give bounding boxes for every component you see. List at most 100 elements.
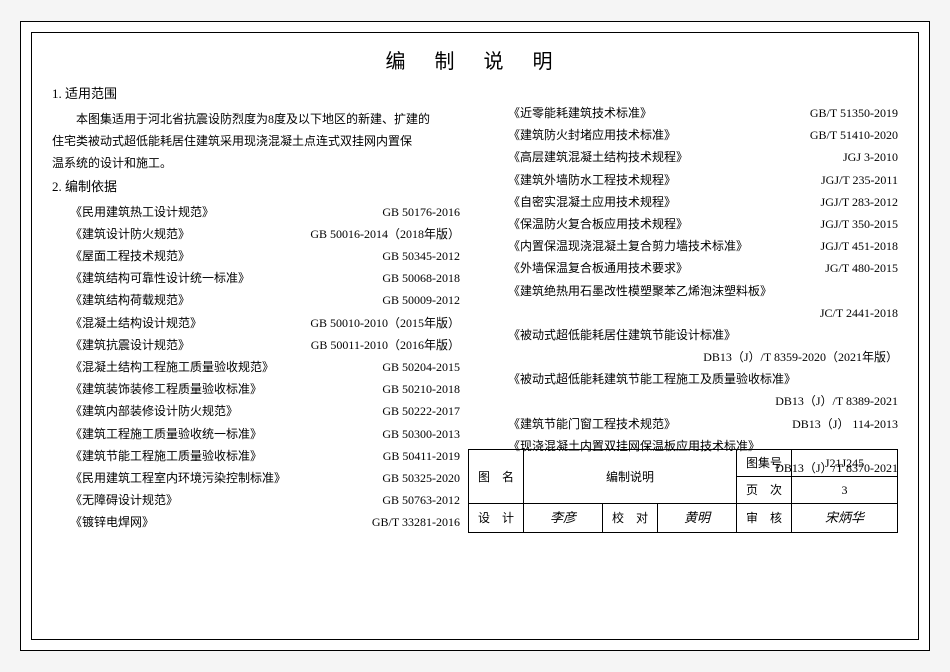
std-code: GB 50016-2014（2018年版） xyxy=(310,223,460,245)
std-row: 《保温防火复合板应用技术规程》 JGJ/T 350-2015 xyxy=(490,213,898,235)
para-line: 温系统的设计和施工。 xyxy=(52,152,460,174)
para-line: 住宅类被动式超低能耗居住建筑采用现浇混凝土点连式双挂网内置保 xyxy=(52,130,460,152)
std-name: 《建筑设计防火规范》 xyxy=(70,223,190,245)
std-name: 《高层建筑混凝土结构技术规程》 xyxy=(508,146,688,168)
std-code: GB 50009-2012 xyxy=(382,289,460,311)
sheji-value: 李彦 xyxy=(524,504,603,533)
std-name: 《建筑节能门窗工程技术规范》 xyxy=(508,413,676,435)
tuming-label: 图 名 xyxy=(469,450,524,504)
shenhe-value: 宋炳华 xyxy=(792,504,898,533)
footer-table: 图 名 编制说明 图集号 J21J245 页 次 3 设 计 李彦 校 对 黄明 xyxy=(468,449,898,533)
std-code: JC/T 2441-2018 xyxy=(490,302,898,324)
content-columns: 1. 适用范围 本图集适用于河北省抗震设防烈度为8度及以下地区的新建、扩建的 住… xyxy=(52,82,898,533)
std-name: 《屋面工程技术规范》 xyxy=(70,245,190,267)
std-row: 《建筑设计防火规范》 GB 50016-2014（2018年版） xyxy=(52,223,460,245)
std-row: 《混凝土结构设计规范》 GB 50010-2010（2015年版） xyxy=(52,312,460,334)
std-row: 《建筑防火封堵应用技术标准》 GB/T 51410-2020 xyxy=(490,124,898,146)
std-name: 《建筑外墙防水工程技术规程》 xyxy=(508,169,676,191)
std-code: GB 50325-2020 xyxy=(382,467,460,489)
std-row: 《屋面工程技术规范》 GB 50345-2012 xyxy=(52,245,460,267)
std-code: DB13（J） 114-2013 xyxy=(792,413,898,435)
std-code: GB 50176-2016 xyxy=(382,201,460,223)
std-row: 《建筑结构荷载规范》 GB 50009-2012 xyxy=(52,289,460,311)
std-name: 《建筑结构荷载规范》 xyxy=(70,289,190,311)
std-code: GB 50210-2018 xyxy=(382,378,460,400)
section-1-head: 1. 适用范围 xyxy=(52,82,460,106)
std-row: 《建筑内部装修设计防火规范》 GB 50222-2017 xyxy=(52,400,460,422)
std-row: 《建筑节能工程施工质量验收标准》 GB 50411-2019 xyxy=(52,445,460,467)
std-name: 《建筑结构可靠性设计统一标准》 xyxy=(70,267,250,289)
std-name: 《保温防火复合板应用技术规程》 xyxy=(508,213,688,235)
std-name: 《被动式超低能耗居住建筑节能设计标准》 xyxy=(490,324,736,346)
std-row: 《建筑装饰装修工程质量验收标准》 GB 50210-2018 xyxy=(52,378,460,400)
std-code: JG/T 480-2015 xyxy=(825,257,898,279)
page-frame: 编 制 说 明 1. 适用范围 本图集适用于河北省抗震设防烈度为8度及以下地区的… xyxy=(20,21,930,651)
std-row: 《外墙保温复合板通用技术要求》 JG/T 480-2015 xyxy=(490,257,898,279)
tujihao-value: J21J245 xyxy=(792,450,898,477)
std-code: DB13（J）/T 8389-2021 xyxy=(490,390,898,412)
std-name: 《混凝土结构工程施工质量验收规范》 xyxy=(70,356,274,378)
std-name: 《建筑绝热用石墨改性模塑聚苯乙烯泡沫塑料板》 xyxy=(490,280,772,302)
std-row: 《无障碍设计规范》GB 50763-2012 xyxy=(52,489,460,511)
std-code: JGJ 3-2010 xyxy=(843,146,898,168)
yeci-value: 3 xyxy=(792,477,898,504)
std-code: GB 50010-2010（2015年版） xyxy=(310,312,460,334)
std-name: 《混凝土结构设计规范》 xyxy=(70,312,202,334)
std-row: 《自密实混凝土应用技术规程》 JGJ/T 283-2012 xyxy=(490,191,898,213)
std-row: 《被动式超低能耗居住建筑节能设计标准》 xyxy=(490,324,898,346)
tujihao-label: 图集号 xyxy=(737,450,792,477)
jiaodui-label: 校 对 xyxy=(603,504,658,533)
tuming-value: 编制说明 xyxy=(524,450,737,504)
std-code: GB 50411-2019 xyxy=(383,445,460,467)
std-code: GB 50222-2017 xyxy=(382,400,460,422)
std-row: 《建筑外墙防水工程技术规程》 JGJ/T 235-2011 xyxy=(490,169,898,191)
std-name: 《外墙保温复合板通用技术要求》 xyxy=(508,257,688,279)
std-code: DB13（J）/T 8359-2020（2021年版） xyxy=(490,346,898,368)
std-name: 《镀锌电焊网》 xyxy=(70,511,154,533)
std-row: 《建筑结构可靠性设计统一标准》GB 50068-2018 xyxy=(52,267,460,289)
std-name: 《建筑工程施工质量验收统一标准》 xyxy=(70,423,262,445)
std-row: 《被动式超低能耗建筑节能工程施工及质量验收标准》 xyxy=(490,368,898,390)
std-code: JGJ/T 451-2018 xyxy=(821,235,898,257)
std-row: 《建筑节能门窗工程技术规范》 DB13（J） 114-2013 xyxy=(490,413,898,435)
std-code: JGJ/T 235-2011 xyxy=(821,169,898,191)
std-name: 《自密实混凝土应用技术规程》 xyxy=(508,191,676,213)
std-row: 《建筑抗震设计规范》 GB 50011-2010（2016年版） xyxy=(52,334,460,356)
std-row: 《民用建筑热工设计规范》 GB 50176-2016 xyxy=(52,201,460,223)
std-code: GB 50204-2015 xyxy=(382,356,460,378)
std-name: 《被动式超低能耗建筑节能工程施工及质量验收标准》 xyxy=(490,368,796,390)
std-row: 《民用建筑工程室内环境污染控制标准》 GB 50325-2020 xyxy=(52,467,460,489)
std-code: GB 50300-2013 xyxy=(382,423,460,445)
yeci-label: 页 次 xyxy=(737,477,792,504)
std-name: 《建筑内部装修设计防火规范》 xyxy=(70,400,238,422)
std-name: 《近零能耗建筑技术标准》 xyxy=(508,102,652,124)
section-2-head: 2. 编制依据 xyxy=(52,175,460,199)
right-column: 《近零能耗建筑技术标准》GB/T 51350-2019《建筑防火封堵应用技术标准… xyxy=(490,82,898,533)
doc-title: 编 制 说 明 xyxy=(52,45,898,74)
std-code: JGJ/T 350-2015 xyxy=(821,213,898,235)
std-row: 《近零能耗建筑技术标准》 GB/T 51350-2019 xyxy=(490,102,898,124)
left-column: 1. 适用范围 本图集适用于河北省抗震设防烈度为8度及以下地区的新建、扩建的 住… xyxy=(52,82,460,533)
std-code: GB/T 33281-2016 xyxy=(372,511,460,533)
std-name: 《内置保温现浇混凝土复合剪力墙技术标准》 xyxy=(508,235,748,257)
std-code: JGJ/T 283-2012 xyxy=(821,191,898,213)
para-line: 本图集适用于河北省抗震设防烈度为8度及以下地区的新建、扩建的 xyxy=(52,108,460,130)
shenhe-label: 审 核 xyxy=(737,504,792,533)
std-name: 《建筑防火封堵应用技术标准》 xyxy=(508,124,676,146)
std-row: 《建筑绝热用石墨改性模塑聚苯乙烯泡沫塑料板》 xyxy=(490,280,898,302)
std-code: GB 50763-2012 xyxy=(382,489,460,511)
std-row: 《内置保温现浇混凝土复合剪力墙技术标准》 JGJ/T 451-2018 xyxy=(490,235,898,257)
std-code: GB/T 51410-2020 xyxy=(810,124,898,146)
std-name: 《建筑节能工程施工质量验收标准》 xyxy=(70,445,262,467)
inner-frame: 编 制 说 明 1. 适用范围 本图集适用于河北省抗震设防烈度为8度及以下地区的… xyxy=(31,32,919,640)
std-row: 《镀锌电焊网》 GB/T 33281-2016 xyxy=(52,511,460,533)
std-code: GB 50345-2012 xyxy=(382,245,460,267)
std-code: GB/T 51350-2019 xyxy=(810,102,898,124)
sheji-label: 设 计 xyxy=(469,504,524,533)
std-name: 《建筑抗震设计规范》 xyxy=(70,334,190,356)
std-code: GB 50011-2010（2016年版） xyxy=(311,334,460,356)
std-name: 《建筑装饰装修工程质量验收标准》 xyxy=(70,378,262,400)
std-row: 《混凝土结构工程施工质量验收规范》 GB 50204-2015 xyxy=(52,356,460,378)
std-name: 《民用建筑热工设计规范》 xyxy=(70,201,214,223)
std-name: 《民用建筑工程室内环境污染控制标准》 xyxy=(70,467,286,489)
